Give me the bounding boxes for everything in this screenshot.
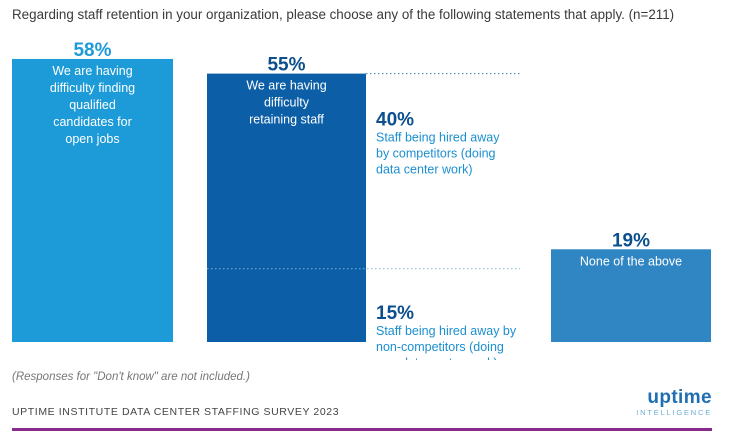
bar-2 <box>207 73 366 342</box>
segment-1-label: Staff being hired away <box>376 131 500 145</box>
segment-1-value-label: 40% <box>376 110 414 131</box>
bar-2-value-label: 55% <box>267 55 305 76</box>
bar-2-category-label: difficulty <box>264 96 310 110</box>
logo-subtitle: INTELLIGENCE <box>636 408 712 417</box>
footnote: (Responses for "Don't know" are not incl… <box>12 371 250 383</box>
bar-2-category-label: We are having <box>246 79 326 93</box>
bar-3 <box>551 249 711 342</box>
segment-1-label: by competitors (doing <box>376 147 496 161</box>
bar-3-value-label: 19% <box>612 230 650 251</box>
bar-3-category-label: None of the above <box>580 254 682 268</box>
bar-chart: 58% We are having difficulty finding qualif… <box>12 40 711 360</box>
segment-2-label: non-competitors (doing <box>376 340 504 354</box>
bar-1-category-label: We are having <box>52 64 132 78</box>
bar-2-category-label: retaining staff <box>249 113 324 127</box>
logo-wordmark: uptime <box>647 387 712 408</box>
chart-title: Regarding staff retention in your organi… <box>12 7 675 22</box>
bar-1-category-label: open jobs <box>65 132 119 146</box>
segment-1-label: data center work) <box>376 163 473 177</box>
uptime-logo: uptime INTELLIGENCE <box>636 388 712 418</box>
bar-1-category-label: difficulty finding <box>50 81 135 95</box>
bar-1 <box>12 58 173 343</box>
segment-2-label: non-data center work) <box>376 356 498 360</box>
footer-divider <box>12 428 712 431</box>
segment-2-value-label: 15% <box>376 303 414 324</box>
bar-1-category-label: candidates for <box>53 115 132 129</box>
source-label: UPTIME INSTITUTE DATA CENTER STAFFING SU… <box>12 406 340 418</box>
bar-1-value-label: 58% <box>73 40 111 61</box>
segment-2-label: Staff being hired away by <box>376 324 517 338</box>
bar-1-category-label: qualified <box>69 98 116 112</box>
